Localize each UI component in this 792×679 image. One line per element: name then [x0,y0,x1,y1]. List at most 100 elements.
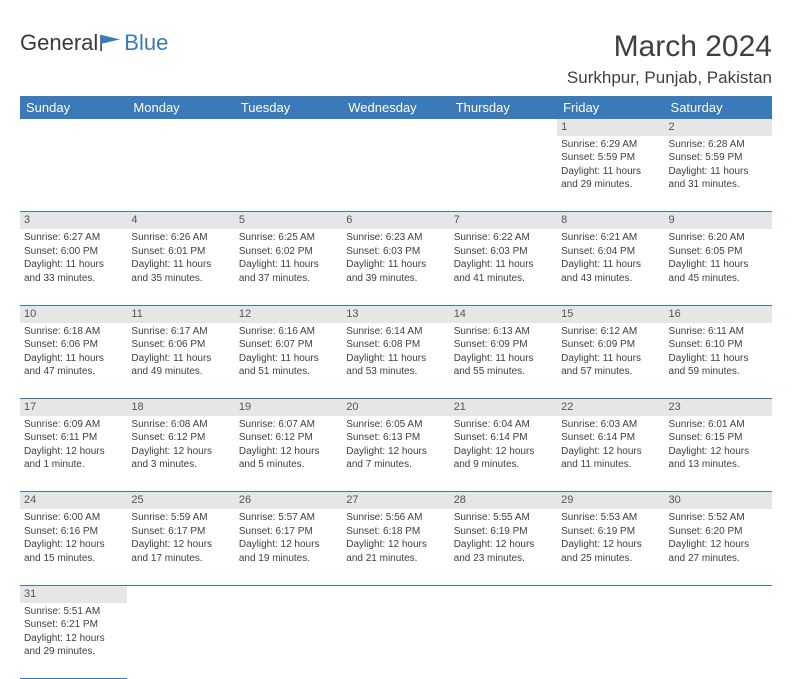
day-header: Thursday [450,96,557,119]
cell-line: Daylight: 12 hours [561,538,660,552]
day-data-cell: Sunrise: 6:18 AMSunset: 6:06 PMDaylight:… [20,323,127,399]
day-number-cell: 22 [557,399,664,416]
day-number-cell [342,119,449,136]
day-header: Friday [557,96,664,119]
cell-line: Sunrise: 6:20 AM [669,231,768,245]
day-number-cell: 17 [20,399,127,416]
cell-line: Sunset: 6:06 PM [24,338,123,352]
day-number-cell: 28 [450,492,557,509]
day-data-cell [342,603,449,679]
day-data-cell: Sunrise: 6:01 AMSunset: 6:15 PMDaylight:… [665,416,772,492]
cell-line: Sunrise: 6:23 AM [346,231,445,245]
day-number-cell: 1 [557,119,664,136]
cell-line: and 49 minutes. [131,365,230,379]
day-number-cell [127,119,234,136]
brand-word2: Blue [124,30,168,56]
cell-line: Sunset: 6:12 PM [239,431,338,445]
day-number-cell: 12 [235,305,342,322]
cell-line: Daylight: 12 hours [131,445,230,459]
day-data-cell: Sunrise: 5:56 AMSunset: 6:18 PMDaylight:… [342,509,449,585]
cell-line: Sunrise: 6:01 AM [669,418,768,432]
day-data-cell: Sunrise: 6:03 AMSunset: 6:14 PMDaylight:… [557,416,664,492]
cell-line: Daylight: 11 hours [131,258,230,272]
month-title: March 2024 [567,30,772,64]
calendar-week-row: Sunrise: 6:29 AMSunset: 5:59 PMDaylight:… [20,136,772,212]
cell-line: Sunset: 6:18 PM [346,525,445,539]
day-data-cell [665,603,772,679]
cell-line: Daylight: 12 hours [669,538,768,552]
cell-line: Sunrise: 6:11 AM [669,325,768,339]
cell-line: Sunset: 6:07 PM [239,338,338,352]
day-data-cell: Sunrise: 5:52 AMSunset: 6:20 PMDaylight:… [665,509,772,585]
day-data-cell: Sunrise: 6:05 AMSunset: 6:13 PMDaylight:… [342,416,449,492]
daynum-row: 10111213141516 [20,305,772,322]
cell-line: Daylight: 11 hours [24,258,123,272]
cell-line: and 33 minutes. [24,272,123,286]
calendar-body: 12 Sunrise: 6:29 AMSunset: 5:59 PMDayligh… [20,119,772,679]
cell-line: Sunset: 6:09 PM [454,338,553,352]
day-number-cell: 30 [665,492,772,509]
day-number-cell [235,119,342,136]
day-number-cell [20,119,127,136]
day-data-cell: Sunrise: 6:09 AMSunset: 6:11 PMDaylight:… [20,416,127,492]
cell-line: Daylight: 12 hours [346,445,445,459]
cell-line: Sunset: 5:59 PM [669,151,768,165]
cell-line: Sunset: 6:15 PM [669,431,768,445]
day-header: Sunday [20,96,127,119]
day-number-cell: 16 [665,305,772,322]
day-number-cell: 13 [342,305,449,322]
day-data-cell: Sunrise: 5:51 AMSunset: 6:21 PMDaylight:… [20,603,127,679]
day-data-cell: Sunrise: 6:26 AMSunset: 6:01 PMDaylight:… [127,229,234,305]
cell-line: Sunrise: 6:17 AM [131,325,230,339]
cell-line: Sunset: 6:16 PM [24,525,123,539]
cell-line: Sunrise: 6:08 AM [131,418,230,432]
day-data-cell: Sunrise: 5:55 AMSunset: 6:19 PMDaylight:… [450,509,557,585]
day-number-cell: 31 [20,585,127,602]
day-number-cell [235,585,342,602]
day-number-cell: 4 [127,212,234,229]
cell-line: Sunrise: 5:57 AM [239,511,338,525]
cell-line: Daylight: 11 hours [24,352,123,366]
cell-line: Sunrise: 6:07 AM [239,418,338,432]
day-data-cell: Sunrise: 5:53 AMSunset: 6:19 PMDaylight:… [557,509,664,585]
day-number-cell [450,119,557,136]
cell-line: Daylight: 11 hours [131,352,230,366]
calendar-week-row: Sunrise: 6:27 AMSunset: 6:00 PMDaylight:… [20,229,772,305]
cell-line: Sunrise: 6:13 AM [454,325,553,339]
cell-line: and 5 minutes. [239,458,338,472]
cell-line: and 1 minute. [24,458,123,472]
cell-line: Daylight: 11 hours [454,258,553,272]
cell-line: Sunrise: 5:52 AM [669,511,768,525]
cell-line: Sunset: 6:17 PM [131,525,230,539]
day-data-cell: Sunrise: 6:13 AMSunset: 6:09 PMDaylight:… [450,323,557,399]
cell-line: and 59 minutes. [669,365,768,379]
cell-line: Daylight: 12 hours [24,632,123,646]
day-data-cell: Sunrise: 6:25 AMSunset: 6:02 PMDaylight:… [235,229,342,305]
daynum-row: 3456789 [20,212,772,229]
day-number-cell: 5 [235,212,342,229]
cell-line: Daylight: 11 hours [561,258,660,272]
day-data-cell: Sunrise: 6:07 AMSunset: 6:12 PMDaylight:… [235,416,342,492]
day-number-cell [342,585,449,602]
calendar-week-row: Sunrise: 5:51 AMSunset: 6:21 PMDaylight:… [20,603,772,679]
cell-line: Sunset: 6:14 PM [561,431,660,445]
day-data-cell [450,136,557,212]
cell-line: Sunset: 6:10 PM [669,338,768,352]
cell-line: Sunrise: 6:26 AM [131,231,230,245]
day-data-cell: Sunrise: 5:57 AMSunset: 6:17 PMDaylight:… [235,509,342,585]
cell-line: and 29 minutes. [561,178,660,192]
day-number-cell: 26 [235,492,342,509]
cell-line: Daylight: 12 hours [454,538,553,552]
day-data-cell: Sunrise: 6:16 AMSunset: 6:07 PMDaylight:… [235,323,342,399]
cell-line: and 55 minutes. [454,365,553,379]
cell-line: and 15 minutes. [24,552,123,566]
cell-line: and 3 minutes. [131,458,230,472]
day-data-cell [127,603,234,679]
cell-line: Sunset: 6:09 PM [561,338,660,352]
cell-line: Sunrise: 6:09 AM [24,418,123,432]
day-number-cell [127,585,234,602]
cell-line: Daylight: 11 hours [669,352,768,366]
day-number-cell [557,585,664,602]
flag-icon [100,34,122,52]
cell-line: and 57 minutes. [561,365,660,379]
